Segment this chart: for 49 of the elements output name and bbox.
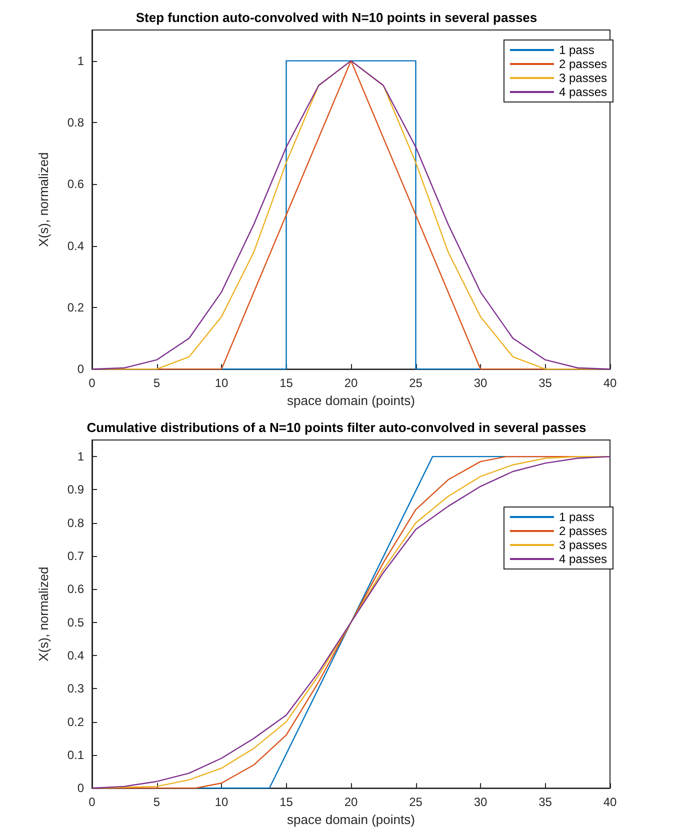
x-tick-label: 5 [153, 376, 160, 390]
y-tick-label: 0.6 [67, 582, 84, 596]
y-tick-label: 0.2 [67, 300, 84, 314]
chart-title: Step function auto-convolved with N=10 points in several passes [136, 10, 538, 25]
x-tick-label: 10 [214, 795, 228, 810]
x-tick-label: 35 [538, 376, 552, 390]
legend-label: 3 passes [558, 538, 607, 552]
x-tick-label: 0 [88, 376, 96, 390]
legend-label: 1 pass [558, 510, 594, 524]
legend-label: 3 passes [558, 71, 607, 85]
x-tick-label: 0 [88, 795, 96, 810]
y-tick-label: 0.8 [67, 115, 84, 130]
x-tick-label: 5 [153, 795, 160, 810]
y-axis-title: X(s), normalized [36, 152, 51, 247]
x-tick-label: 20 [344, 376, 358, 390]
y-tick-label: 0.5 [67, 615, 84, 630]
y-tick-label: 0.8 [67, 516, 84, 530]
x-tick-label: 10 [214, 376, 228, 390]
chart-title: Cumulative distributions of a N=10 points filter auto-convolved in several passes [86, 420, 586, 435]
y-tick-label: 0.9 [67, 482, 84, 497]
y-axis-title: X(s), normalized [36, 566, 51, 662]
x-tick-label: 30 [474, 376, 488, 390]
x-tick-label: 40 [603, 376, 617, 390]
x-tick-label: 30 [474, 795, 488, 810]
x-axis-title: space domain (points) [287, 812, 415, 827]
x-tick-label: 15 [280, 795, 294, 810]
y-tick-label: 0 [77, 781, 84, 796]
legend-label: 4 passes [558, 552, 607, 566]
y-tick-label: 0.1 [67, 748, 84, 762]
y-tick-label: 0.2 [67, 714, 84, 729]
x-tick-label: 25 [409, 795, 423, 810]
y-tick-label: 0 [77, 362, 84, 376]
x-axis-title: space domain (points) [287, 393, 415, 408]
y-tick-label: 0.6 [67, 177, 84, 192]
x-tick-label: 25 [409, 376, 423, 390]
y-tick-label: 0.7 [67, 549, 84, 564]
y-tick-label: 1 [77, 54, 84, 68]
x-tick-label: 35 [538, 795, 552, 810]
y-tick-label: 0.4 [67, 238, 84, 253]
legend-label: 2 passes [558, 524, 607, 538]
legend-label: 4 passes [558, 85, 607, 99]
x-tick-label: 15 [280, 376, 294, 390]
y-tick-label: 1 [77, 450, 84, 464]
legend-label: 2 passes [558, 57, 607, 71]
x-tick-label: 40 [603, 795, 617, 810]
y-tick-label: 0.3 [67, 682, 84, 696]
legend-label: 1 pass [558, 43, 594, 57]
x-tick-label: 20 [344, 795, 358, 810]
y-tick-label: 0.4 [67, 648, 84, 662]
